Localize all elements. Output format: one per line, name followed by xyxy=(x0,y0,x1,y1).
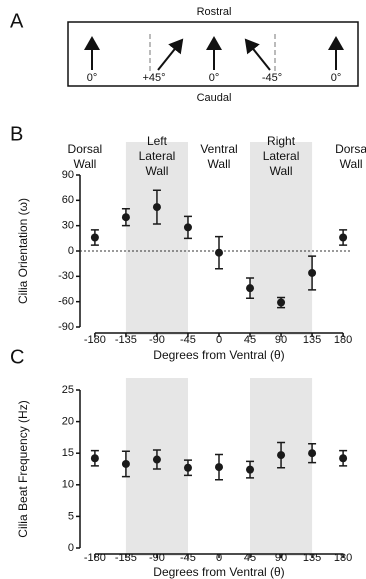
y-tick-label: 15 xyxy=(62,447,74,459)
x-tick-label: -45 xyxy=(180,552,196,564)
region-label: Wall xyxy=(73,157,96,171)
y-tick-label: 30 xyxy=(62,220,74,232)
panel-letter: B xyxy=(10,123,23,145)
region-label: Dorsa xyxy=(335,142,366,156)
data-point xyxy=(183,463,192,472)
data-point xyxy=(121,459,130,468)
y-tick-label: 90 xyxy=(62,169,74,181)
y-tick-label: -30 xyxy=(58,270,74,282)
x-tick-label: -180 xyxy=(84,334,106,346)
angle-label: -45° xyxy=(262,72,282,84)
data-point xyxy=(339,454,348,463)
x-tick-label: 135 xyxy=(303,552,321,564)
region-label: Dorsal xyxy=(68,142,103,156)
x-tick-label: 180 xyxy=(334,334,352,346)
data-point xyxy=(277,451,286,460)
panel-letter: C xyxy=(10,346,24,368)
rostral-label: Rostral xyxy=(197,6,232,18)
y-tick-label: 10 xyxy=(62,479,74,491)
data-point xyxy=(152,455,161,464)
region-label: Wall xyxy=(208,157,231,171)
data-point xyxy=(183,223,192,232)
x-tick-label: 90 xyxy=(275,552,287,564)
y-axis-label: Cilia Beat Frequency (Hz) xyxy=(16,400,30,537)
angle-label: 0° xyxy=(87,72,98,84)
y-tick-label: -90 xyxy=(58,321,74,333)
data-point xyxy=(121,213,130,222)
y-tick-label: 5 xyxy=(68,510,74,522)
data-point xyxy=(215,248,223,257)
x-axis-label: Degrees from Ventral (θ) xyxy=(153,348,284,362)
data-point xyxy=(152,203,161,212)
angle-label: 0° xyxy=(331,72,342,84)
x-tick-label: -90 xyxy=(149,334,165,346)
arrow xyxy=(244,38,271,71)
x-tick-label: -180 xyxy=(84,552,106,564)
x-tick-label: 135 xyxy=(303,334,321,346)
region-label: Wall xyxy=(146,164,169,178)
y-tick-label: -60 xyxy=(58,296,74,308)
panel-letter: A xyxy=(10,10,24,32)
x-axis-label: Degrees from Ventral (θ) xyxy=(153,565,284,579)
x-tick-label: -45 xyxy=(180,334,196,346)
x-tick-label: -135 xyxy=(115,334,137,346)
data-point xyxy=(339,233,348,242)
x-tick-label: 0 xyxy=(216,334,222,346)
x-tick-label: 45 xyxy=(244,334,256,346)
x-tick-label: -90 xyxy=(149,552,165,564)
region-label: Ventral xyxy=(200,142,237,156)
region-label: Lateral xyxy=(263,149,300,163)
y-axis-label: Cilia Orientation (ω) xyxy=(16,198,30,304)
y-tick-label: 25 xyxy=(62,384,74,396)
data-point xyxy=(215,463,223,472)
region-label: Right xyxy=(267,134,296,148)
x-tick-label: -135 xyxy=(115,552,137,564)
arrow xyxy=(157,38,184,71)
angle-label: +45° xyxy=(142,72,165,84)
region-label: Lateral xyxy=(139,149,176,163)
shaded-region xyxy=(125,142,188,335)
data-point xyxy=(277,298,286,307)
data-point xyxy=(308,268,317,277)
x-tick-label: 0 xyxy=(216,552,222,564)
x-tick-label: 45 xyxy=(244,552,256,564)
region-label: Wall xyxy=(270,164,293,178)
y-tick-label: 60 xyxy=(62,194,74,206)
diagram-box xyxy=(67,21,359,87)
region-label: Wall xyxy=(340,157,363,171)
x-tick-label: 90 xyxy=(275,334,287,346)
y-tick-label: 0 xyxy=(68,542,74,554)
x-tick-label: 180 xyxy=(334,552,352,564)
y-tick-label: 0 xyxy=(68,245,74,257)
region-label: Left xyxy=(147,134,168,148)
y-tick-label: 20 xyxy=(62,416,74,428)
data-point xyxy=(246,284,255,293)
caudal-label: Caudal xyxy=(197,92,232,104)
data-point xyxy=(308,449,317,458)
data-point xyxy=(90,454,99,463)
angle-label: 0° xyxy=(209,72,220,84)
data-point xyxy=(90,233,99,242)
data-point xyxy=(246,465,255,474)
